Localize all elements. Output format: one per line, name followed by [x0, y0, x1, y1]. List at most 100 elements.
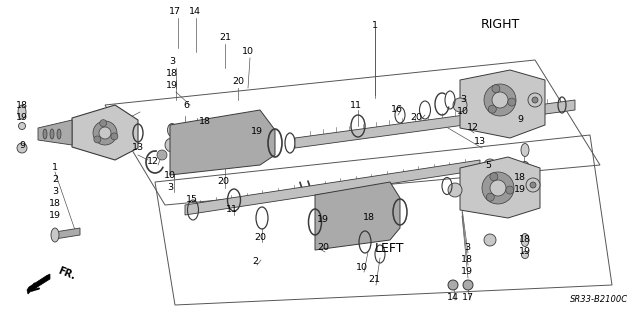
Ellipse shape	[448, 280, 458, 290]
Circle shape	[506, 186, 514, 194]
Circle shape	[94, 136, 101, 143]
Text: 3: 3	[464, 243, 470, 253]
Polygon shape	[295, 100, 575, 148]
Text: 19: 19	[251, 128, 263, 137]
Text: 9: 9	[19, 140, 25, 150]
Circle shape	[99, 127, 111, 139]
Circle shape	[93, 121, 117, 145]
Text: 2: 2	[52, 175, 58, 184]
Ellipse shape	[51, 228, 59, 242]
Text: 20: 20	[410, 114, 422, 122]
Circle shape	[508, 98, 516, 106]
Text: LEFT: LEFT	[375, 242, 404, 255]
Text: 18: 18	[16, 100, 28, 109]
Text: 21: 21	[368, 276, 380, 285]
Circle shape	[111, 133, 118, 140]
Polygon shape	[72, 105, 138, 160]
Circle shape	[492, 85, 500, 93]
Ellipse shape	[50, 129, 54, 139]
Text: 3: 3	[460, 95, 466, 105]
Circle shape	[17, 143, 27, 153]
Text: 14: 14	[189, 8, 201, 17]
Text: 21: 21	[219, 33, 231, 42]
Circle shape	[482, 172, 514, 204]
Text: 12: 12	[467, 123, 479, 132]
Polygon shape	[38, 120, 72, 145]
Circle shape	[490, 180, 506, 196]
Polygon shape	[170, 110, 275, 175]
Circle shape	[532, 97, 538, 103]
Text: 17: 17	[462, 293, 474, 302]
Circle shape	[486, 193, 494, 201]
Text: 20: 20	[217, 177, 229, 187]
Text: 10: 10	[164, 170, 176, 180]
Text: 19: 19	[317, 216, 329, 225]
Text: 11: 11	[226, 205, 238, 214]
Text: 19: 19	[16, 113, 28, 122]
Text: 19: 19	[461, 268, 473, 277]
Circle shape	[490, 173, 498, 181]
Text: 14: 14	[447, 293, 459, 302]
Text: 3: 3	[52, 188, 58, 197]
Ellipse shape	[168, 123, 177, 137]
Text: 19: 19	[514, 186, 526, 195]
Text: FR.: FR.	[56, 266, 76, 282]
Text: 13: 13	[474, 137, 486, 146]
Text: 5: 5	[485, 160, 491, 169]
Text: 20: 20	[232, 78, 244, 86]
Circle shape	[484, 84, 516, 116]
Circle shape	[157, 150, 167, 160]
Text: 18: 18	[514, 174, 526, 182]
Text: 9: 9	[517, 115, 523, 124]
Circle shape	[484, 159, 496, 171]
Text: 15: 15	[186, 196, 198, 204]
Ellipse shape	[43, 129, 47, 139]
Text: 19: 19	[519, 248, 531, 256]
Ellipse shape	[463, 280, 473, 290]
Ellipse shape	[19, 122, 26, 130]
Ellipse shape	[521, 234, 529, 247]
Text: 6: 6	[183, 100, 189, 109]
Text: 18: 18	[363, 213, 375, 222]
Ellipse shape	[521, 144, 529, 157]
Text: 18: 18	[166, 70, 178, 78]
Polygon shape	[185, 160, 480, 215]
Text: SR33-B2100C: SR33-B2100C	[570, 295, 628, 304]
Text: 13: 13	[132, 144, 144, 152]
Circle shape	[528, 93, 542, 107]
Text: RIGHT: RIGHT	[481, 18, 520, 31]
Circle shape	[484, 234, 496, 246]
Ellipse shape	[522, 161, 529, 168]
Circle shape	[448, 183, 462, 197]
Text: 2: 2	[252, 257, 258, 266]
Text: 18: 18	[519, 235, 531, 244]
Ellipse shape	[522, 251, 529, 258]
Text: 18: 18	[199, 117, 211, 127]
Text: 12: 12	[147, 158, 159, 167]
Polygon shape	[315, 182, 400, 250]
Text: 3: 3	[169, 57, 175, 66]
Text: 16: 16	[391, 106, 403, 115]
Text: 19: 19	[49, 211, 61, 220]
Circle shape	[530, 182, 536, 188]
Polygon shape	[55, 228, 80, 239]
Text: 1: 1	[52, 164, 58, 173]
Circle shape	[492, 92, 508, 108]
Text: 20: 20	[254, 234, 266, 242]
Circle shape	[453, 98, 467, 112]
Text: 3: 3	[167, 183, 173, 192]
Polygon shape	[460, 70, 545, 138]
Circle shape	[100, 120, 107, 127]
Ellipse shape	[57, 129, 61, 139]
Text: 18: 18	[49, 199, 61, 209]
Text: 1: 1	[372, 20, 378, 29]
Circle shape	[165, 138, 179, 152]
Circle shape	[488, 105, 496, 113]
Text: 19: 19	[166, 81, 178, 91]
Circle shape	[526, 178, 540, 192]
Text: 20: 20	[317, 243, 329, 253]
Text: 17: 17	[169, 8, 181, 17]
Polygon shape	[460, 157, 540, 218]
Text: 10: 10	[356, 263, 368, 272]
Ellipse shape	[18, 105, 26, 119]
